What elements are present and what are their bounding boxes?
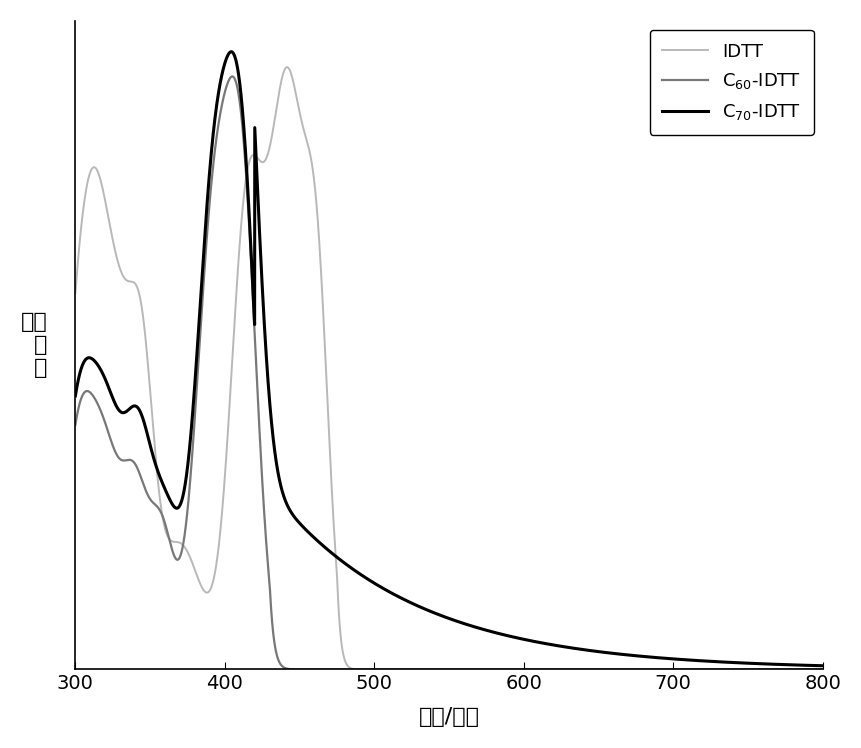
- X-axis label: 波长/纳米: 波长/纳米: [418, 707, 479, 727]
- Y-axis label: 吸收
强
度: 吸收 强 度: [21, 312, 47, 378]
- Legend: IDTT, C$_{60}$-IDTT, C$_{70}$-IDTT: IDTT, C$_{60}$-IDTT, C$_{70}$-IDTT: [649, 30, 813, 135]
